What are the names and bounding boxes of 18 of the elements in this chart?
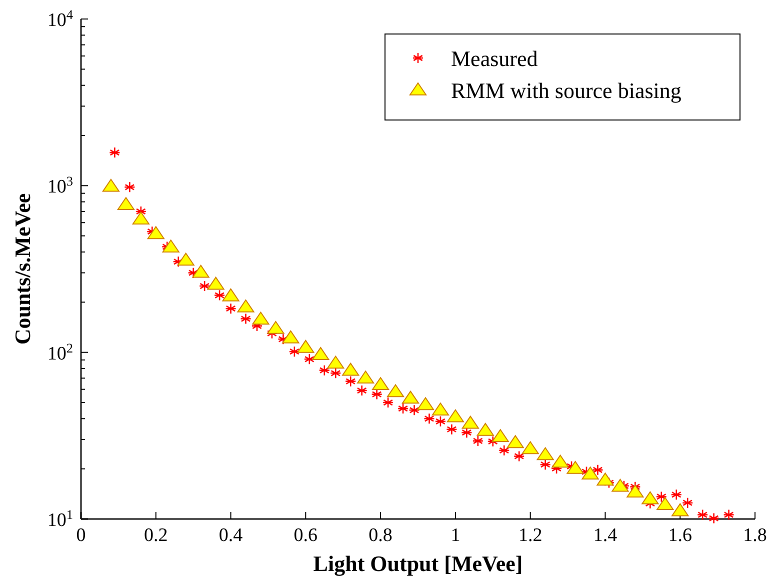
x-tick-label: 0.8 <box>368 525 392 546</box>
x-tick-label: 1.6 <box>668 525 692 546</box>
y-tick-label: 10$^{1}$ <box>47 506 73 531</box>
x-tick-label: 0 <box>76 525 86 546</box>
legend-label: Measured <box>451 46 538 71</box>
x-tick-label: 1 <box>450 525 460 546</box>
x-tick-label: 1.4 <box>593 525 618 546</box>
y-tick-label: 10$^{4}$ <box>47 6 74 31</box>
x-tick-label: 0.2 <box>144 525 168 546</box>
x-tick-label: 0.4 <box>218 525 244 546</box>
y-tick-label: 10$^{3}$ <box>47 173 74 198</box>
x-tick-label: 1.2 <box>518 525 542 546</box>
x-axis-title: Light Output [MeVee] <box>313 551 523 576</box>
y-axis-title: Counts/s.MeVee <box>10 193 35 345</box>
x-tick-label: 1.8 <box>743 525 767 546</box>
y-tick-label: 10$^{2}$ <box>47 340 73 364</box>
x-tick-label: 0.6 <box>294 525 318 546</box>
legend-label: RMM with source biasing <box>451 78 682 103</box>
